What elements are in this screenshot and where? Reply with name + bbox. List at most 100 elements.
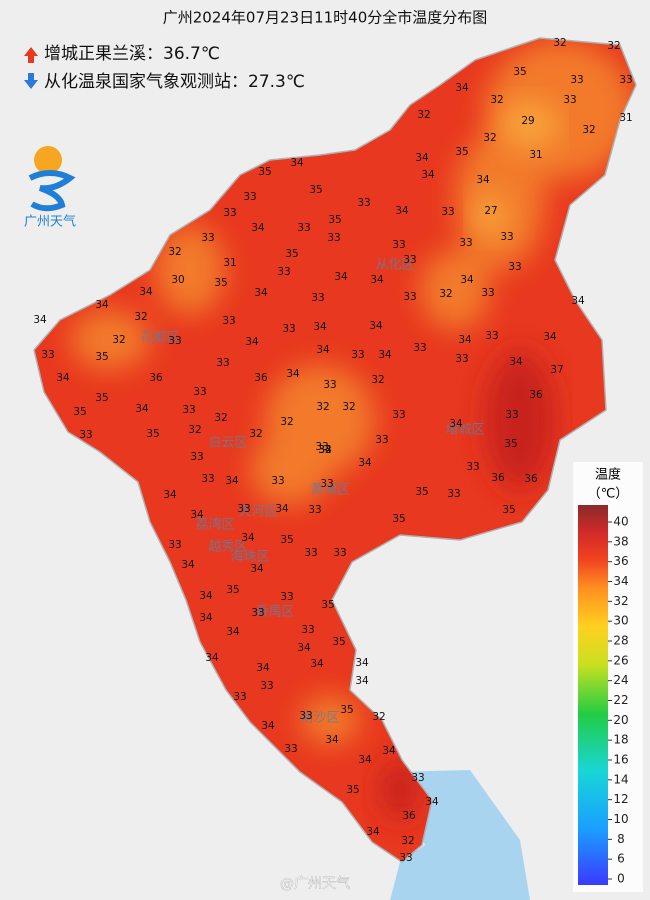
station-temp: 32 — [342, 401, 355, 413]
station-temp: 34 — [254, 287, 268, 299]
colorbar — [578, 505, 608, 885]
station-temp: 35 — [214, 277, 227, 289]
district-label: 越秀区 — [208, 540, 247, 555]
district-label: 番禺区 — [255, 605, 294, 620]
station-temp: 32 — [214, 412, 227, 424]
down-arrow — [24, 73, 38, 89]
station-temp: 33 — [311, 292, 324, 304]
tick-label: 16 — [613, 753, 628, 767]
station-temp: 33 — [168, 539, 181, 551]
tick-label: 28 — [613, 634, 628, 648]
station-temp: 33 — [301, 624, 314, 636]
district-label: 荔湾区 — [195, 517, 234, 533]
tick-label: 26 — [613, 653, 628, 667]
station-temp: 33 — [320, 478, 333, 490]
station-temp: 34 — [163, 489, 177, 501]
station-temp: 33 — [466, 461, 479, 473]
district-label: 海珠区 — [230, 550, 269, 565]
station-temp: 33 — [357, 197, 370, 209]
station-temp: 31 — [619, 112, 632, 124]
legend-unit: （℃） — [588, 487, 629, 502]
station-temp: 33 — [271, 475, 284, 487]
tick-label: 36 — [613, 554, 628, 568]
station-temp: 32 — [607, 40, 620, 52]
station-temp: 33 — [619, 74, 632, 86]
station-temp: 33 — [79, 429, 92, 441]
station-temp: 36 — [149, 372, 163, 384]
station-temp: 36 — [529, 389, 543, 401]
station-temp: 33 — [392, 239, 405, 251]
tick-label: 22 — [613, 693, 628, 707]
district-label: 黄埔区 — [310, 483, 349, 498]
station-temp: 34 — [251, 222, 265, 234]
station-temp: 34 — [509, 356, 523, 368]
station-temp: 34 — [318, 444, 332, 456]
station-temp: 34 — [455, 82, 469, 94]
station-temp: 34 — [382, 745, 396, 757]
station-temp: 33 — [222, 315, 235, 327]
legend: 温度 （℃） 0 6 8 10 12 14 16 18 20 22 24 26 28 30 32 34 36 38… — [573, 462, 643, 892]
station-temp: 35 — [513, 66, 526, 78]
station-temp: 34 — [395, 205, 409, 217]
station-temp: 34 — [199, 612, 213, 624]
logo: 广州天气 — [24, 146, 76, 230]
station-temp: 36 — [524, 473, 538, 485]
station-temp: 36 — [491, 472, 505, 484]
tick-label: 34 — [613, 574, 628, 588]
station-temp: 34 — [334, 271, 348, 283]
station-temp: 33 — [411, 772, 424, 784]
station-temp: 33 — [201, 232, 214, 244]
tick-label: 18 — [613, 733, 628, 747]
station-temp: 33 — [315, 441, 328, 453]
tick-label: 6 — [617, 852, 625, 866]
station-temp: 35 — [504, 438, 517, 450]
station-temp: 36 — [402, 810, 416, 822]
station-temp: 33 — [333, 547, 346, 559]
station-temp: 34 — [415, 152, 429, 164]
station-temp: 33 — [233, 691, 246, 703]
station-temp: 33 — [260, 680, 273, 692]
station-temp: 34 — [135, 403, 149, 415]
station-temp: 34 — [313, 321, 327, 333]
station-temp: 33 — [304, 547, 317, 559]
station-temp: 33 — [216, 357, 229, 369]
station-temp: 34 — [370, 274, 384, 286]
station-temp: 33 — [441, 206, 454, 218]
station-temp: 35 — [280, 534, 293, 546]
station-temp: 33 — [299, 710, 312, 722]
station-temp: 33 — [41, 349, 54, 361]
station-temp: 34 — [245, 336, 259, 348]
station-temp: 33 — [351, 349, 364, 361]
station-temp: 33 — [297, 222, 310, 234]
station-temp: 34 — [205, 652, 219, 664]
watermark: @广州天气 — [280, 876, 350, 892]
station-temp: 35 — [346, 784, 359, 796]
station-temp: 33 — [223, 207, 236, 219]
station-temp: 33 — [284, 743, 297, 755]
station-temp: 35 — [285, 248, 298, 260]
up-arrow — [24, 47, 38, 63]
station-temp: 35 — [309, 184, 322, 196]
station-temp: 33 — [403, 254, 416, 266]
station-temp: 34 — [225, 475, 239, 487]
station-temp: 34 — [290, 157, 304, 169]
station-temp: 35 — [321, 599, 334, 611]
district-label: 从化区 — [375, 258, 414, 273]
legend-title: 温度 — [595, 467, 621, 483]
station-temp: 33 — [193, 386, 206, 398]
tick-label: 10 — [613, 812, 628, 826]
tick-label: 20 — [613, 713, 628, 727]
station-temp: 34 — [571, 295, 585, 307]
station-temp: 32 — [280, 416, 293, 428]
station-temp: 33 — [570, 74, 583, 86]
station-temp: 33 — [563, 94, 576, 106]
tick-label: 8 — [617, 832, 625, 846]
station-temp: 33 — [168, 335, 181, 347]
station-temp: 35 — [392, 513, 405, 525]
station-temp: 34 — [355, 675, 369, 687]
station-temp: 33 — [500, 231, 513, 243]
district-label: 增城区 — [445, 423, 484, 438]
station-temp: 35 — [328, 214, 341, 226]
station-temp: 35 — [95, 351, 108, 363]
